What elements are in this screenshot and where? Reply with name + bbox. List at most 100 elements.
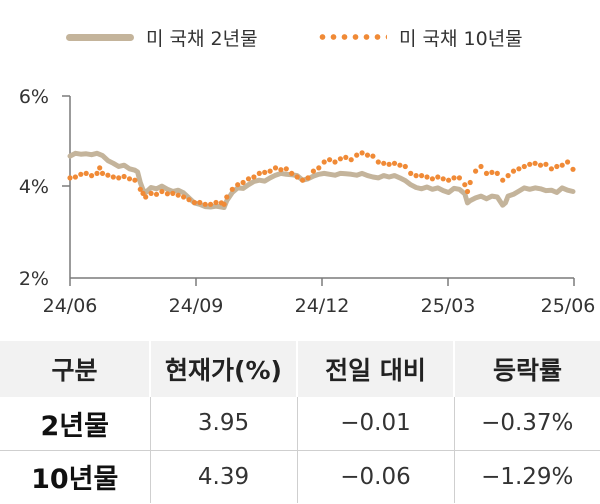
y-tick-label: 2% bbox=[19, 268, 49, 290]
series-point-10y bbox=[381, 160, 387, 166]
row-label: 10년물 bbox=[31, 464, 119, 496]
legend-label-10y: 미 국채 10년물 bbox=[399, 27, 523, 50]
series-point-10y bbox=[175, 192, 181, 198]
series-point-10y bbox=[148, 190, 154, 196]
yield-line-chart: 6% 4% 2% 24/06 24/09 24/12 25/03 25/06 bbox=[19, 86, 596, 317]
series-point-10y bbox=[413, 173, 419, 179]
series-point-10y bbox=[500, 177, 506, 183]
series-point-10y bbox=[170, 190, 176, 196]
series-point-10y bbox=[464, 188, 471, 195]
series-dots-10y bbox=[67, 150, 576, 207]
table-row: 2년물 3.95 −0.01 −0.37% bbox=[0, 397, 600, 451]
series-point-10y bbox=[262, 169, 268, 175]
series-point-10y bbox=[159, 188, 165, 195]
series-point-10y bbox=[105, 172, 111, 178]
series-point-10y bbox=[554, 163, 560, 170]
series-point-10y bbox=[456, 175, 462, 181]
series-point-10y bbox=[451, 175, 457, 181]
series-point-10y bbox=[235, 182, 241, 188]
row-label: 2년물 bbox=[0, 397, 150, 451]
series-point-10y bbox=[197, 199, 203, 206]
series-point-10y bbox=[310, 168, 316, 174]
series-point-10y bbox=[78, 171, 84, 177]
x-tick-label: 24/06 bbox=[43, 295, 98, 317]
series-point-10y bbox=[321, 159, 327, 165]
series-point-10y bbox=[337, 156, 343, 162]
series-point-10y bbox=[537, 162, 544, 168]
series-point-10y bbox=[408, 170, 414, 176]
series-point-10y bbox=[121, 173, 127, 180]
legend-swatch-10y bbox=[317, 34, 387, 40]
series-point-10y bbox=[294, 174, 300, 180]
table-row: 10년물 4.39 −0.06 −1.29% bbox=[0, 450, 600, 503]
series-point-10y bbox=[419, 173, 425, 179]
cell-current-price: 3.95 bbox=[149, 397, 297, 451]
series-point-10y bbox=[181, 194, 187, 200]
series-point-10y bbox=[221, 201, 227, 207]
series-point-10y bbox=[494, 170, 500, 176]
cell-current-price: 4.39 bbox=[149, 450, 297, 503]
series-point-10y bbox=[348, 157, 354, 163]
series-point-10y bbox=[110, 174, 116, 180]
y-tick-label: 4% bbox=[19, 176, 49, 198]
series-point-10y bbox=[364, 152, 371, 158]
series-point-10y bbox=[213, 199, 219, 206]
cell-change-rate: −0.37% bbox=[453, 397, 600, 451]
series-point-10y bbox=[391, 160, 398, 166]
series-point-10y bbox=[489, 169, 495, 175]
legend-item-2y: 미 국채 2년물 bbox=[66, 22, 258, 52]
series-point-10y bbox=[89, 173, 95, 179]
series-point-10y bbox=[83, 170, 89, 176]
series-point-10y bbox=[283, 166, 289, 172]
series-point-10y bbox=[132, 177, 138, 183]
series-point-10y bbox=[386, 161, 392, 167]
series-point-10y bbox=[289, 170, 295, 176]
series-point-10y bbox=[397, 162, 403, 168]
series-point-10y bbox=[478, 163, 484, 170]
series-point-10y bbox=[140, 190, 146, 196]
series-point-10y bbox=[191, 199, 197, 206]
header-current-price: 현재가(%) bbox=[149, 341, 297, 397]
series-point-10y bbox=[272, 165, 279, 171]
series-point-10y bbox=[548, 166, 555, 172]
series-point-10y bbox=[97, 165, 103, 171]
yield-summary-table: 구분 현재가(%) 전일 대비 등락률 2년물 3.95 −0.01 −0.37… bbox=[0, 341, 600, 503]
series-point-10y bbox=[483, 170, 490, 176]
series-point-10y bbox=[126, 176, 133, 182]
x-tick-label: 25/03 bbox=[421, 295, 476, 317]
y-tick-label: 6% bbox=[19, 86, 49, 108]
series-point-10y bbox=[305, 175, 311, 181]
series-point-10y bbox=[521, 163, 527, 170]
series-point-10y bbox=[240, 179, 246, 186]
series-point-10y bbox=[559, 162, 565, 168]
series-point-10y bbox=[99, 170, 106, 176]
series-point-10y bbox=[251, 174, 257, 180]
series-point-10y bbox=[435, 174, 441, 180]
series-point-10y bbox=[467, 179, 473, 186]
chart-legend: 미 국채 2년물 미 국채 10년물 bbox=[0, 0, 600, 80]
series-point-10y bbox=[164, 191, 170, 197]
series-point-10y bbox=[462, 182, 468, 188]
series-point-10y bbox=[143, 194, 149, 200]
series-point-10y bbox=[186, 197, 192, 203]
header-change-rate: 등락률 bbox=[453, 341, 600, 397]
series-point-10y bbox=[202, 201, 208, 207]
x-tick-label: 24/12 bbox=[295, 295, 350, 317]
series-point-10y bbox=[278, 167, 284, 173]
cell-daily-change: −0.01 bbox=[296, 397, 454, 451]
series-point-10y bbox=[137, 186, 143, 192]
series-point-10y bbox=[327, 157, 333, 163]
series-point-10y bbox=[527, 161, 533, 167]
series-point-10y bbox=[532, 160, 538, 166]
series-point-10y bbox=[208, 201, 214, 207]
series-point-10y bbox=[67, 175, 73, 181]
series-point-10y bbox=[473, 168, 479, 174]
table-header-row: 구분 현재가(%) 전일 대비 등락률 bbox=[0, 341, 600, 397]
series-point-10y bbox=[570, 166, 576, 172]
series-point-10y bbox=[229, 186, 235, 192]
series-point-10y bbox=[402, 163, 408, 170]
series-point-10y bbox=[245, 176, 252, 182]
series-point-10y bbox=[429, 176, 435, 182]
series-point-10y bbox=[440, 176, 446, 182]
cell-change-rate: −1.29% bbox=[453, 450, 600, 503]
